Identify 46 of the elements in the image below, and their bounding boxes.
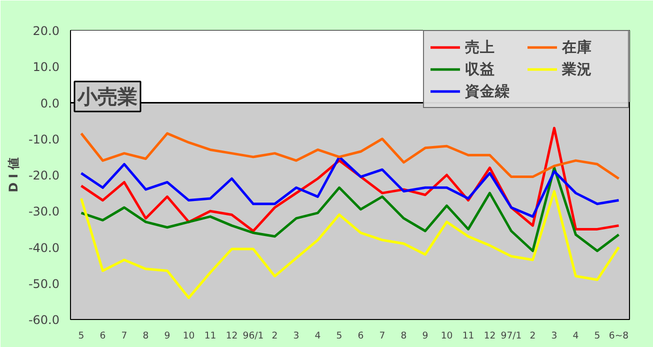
legend-label: 資金繰 — [465, 82, 511, 100]
x-tick-label: 11 — [204, 330, 216, 342]
x-tick-label: 12 — [484, 330, 496, 342]
x-tick-label: 5 — [336, 330, 342, 342]
x-tick-label: 3 — [551, 330, 558, 342]
legend-label: 業況 — [562, 60, 593, 78]
x-tick-label: 10 — [182, 330, 195, 342]
legend-label: 売上 — [465, 38, 496, 56]
x-tick-label: 5 — [78, 330, 84, 342]
y-tick-label: -40.0 — [28, 240, 60, 255]
x-tick-label: 9 — [164, 330, 170, 342]
x-tick-label: 8 — [142, 330, 149, 342]
x-tick-label: 12 — [226, 330, 238, 342]
text: 小売業 — [76, 84, 138, 108]
x-tick-label: 11 — [462, 330, 474, 342]
x-tick-label: 2 — [530, 330, 536, 342]
y-tick-label: 0.0 — [40, 96, 60, 110]
x-tick-label: 10 — [440, 330, 453, 342]
legend-label: 収益 — [465, 60, 496, 78]
x-tick-label: 97/1 — [500, 330, 522, 342]
x-tick-label: 7 — [121, 330, 128, 342]
x-tick-label: 7 — [379, 330, 386, 342]
x-tick-label: 6 — [100, 330, 106, 342]
y-tick-label: -60.0 — [28, 313, 60, 327]
x-tick-label: 6 — [358, 330, 364, 342]
line-series — [80, 166, 620, 252]
y-tick-label: -20.0 — [28, 168, 60, 182]
x-tick-label: 8 — [400, 330, 407, 342]
x-tick-label: 4 — [572, 330, 579, 342]
x-tick-label: 96/1 — [242, 330, 264, 342]
x-tick-label: 3 — [293, 330, 300, 342]
y-tick-label: 10.0 — [32, 60, 60, 74]
line-series — [80, 190, 620, 300]
x-tick-label: 2 — [272, 330, 278, 342]
x-tick-label: 5 — [594, 330, 600, 342]
x-tick-label: 6~8 — [608, 330, 629, 342]
y-tick-label: -10.0 — [28, 132, 60, 146]
x-tick-label: 4 — [314, 330, 321, 342]
line-series — [80, 156, 620, 218]
y-tick-label: -30.0 — [28, 204, 60, 219]
y-axis-title: D I 値 — [6, 158, 20, 192]
legend-label: 在庫 — [562, 38, 593, 56]
y-tick-label: -50.0 — [28, 276, 60, 291]
y-tick-label: 20.0 — [32, 24, 60, 38]
x-tick-label: 9 — [422, 330, 428, 342]
line-series — [80, 132, 620, 180]
